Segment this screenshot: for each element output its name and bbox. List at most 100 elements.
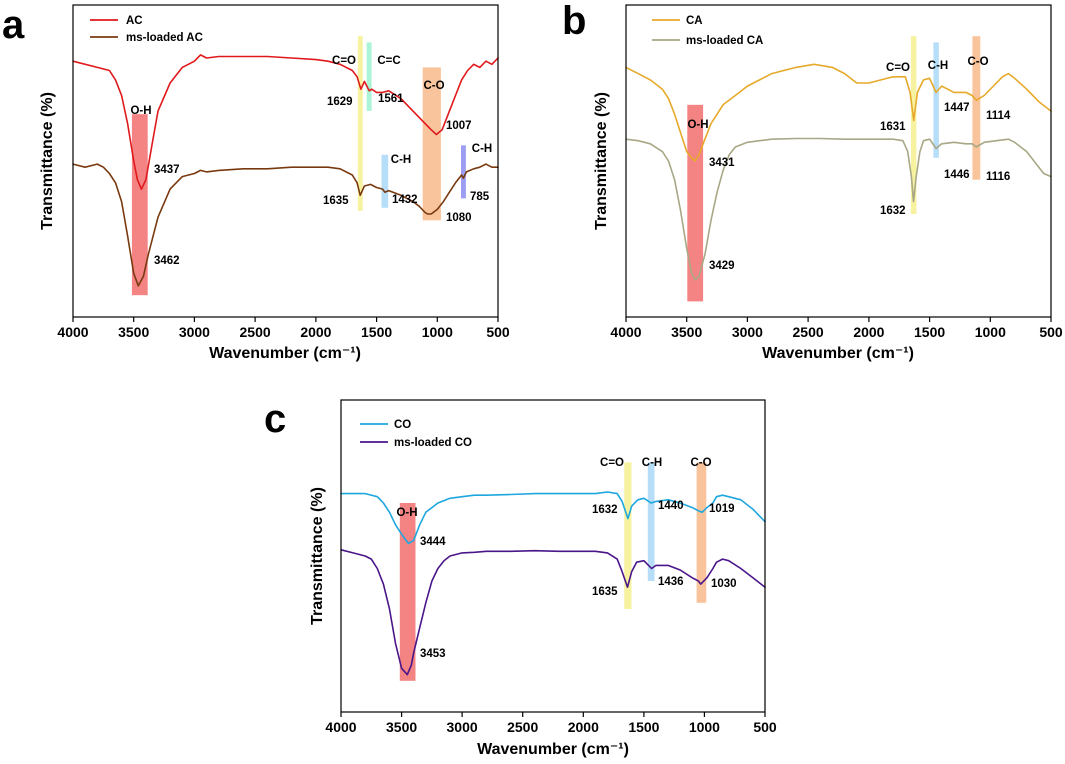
band-c-o: [624, 462, 632, 609]
peak-label-1116: 1116: [986, 171, 1010, 183]
panel-a-x-axis-title: Wavenumber (cm⁻¹): [209, 345, 361, 362]
x-tick-label: 1000: [422, 324, 453, 340]
panel-a: a 4000 3500 3000 2500 2000 1500 1000 500 Wavenu…: [2, 3, 510, 362]
series-line-ms-loaded-ca: [625, 137, 1052, 281]
band-label-co-carbonyl: C=O: [886, 62, 910, 74]
panel-letter-b: b: [562, 0, 586, 43]
series-line-co: [340, 491, 766, 545]
x-tick-label: 1500: [628, 719, 659, 735]
panel-b-frame: [625, 4, 1052, 318]
band-label-co-ether: C-O: [690, 457, 711, 469]
band-c-o: [422, 67, 441, 221]
x-tick-label: 3500: [671, 324, 702, 340]
panel-c-legend: CO ms-loaded CO: [360, 419, 472, 449]
legend-label-ms-loaded-ac: ms-loaded AC: [126, 32, 203, 44]
panel-c: c 4000 3500 3000 2500 2000 1500 1000 500 Wavenu…: [264, 397, 777, 758]
panel-c-bands: [399, 462, 707, 681]
panel-a-annotations: O-H C=O C=C C-O C-H C-H 3437 3462 1629 1…: [130, 55, 492, 267]
panel-b-x-axis-title: Wavenumber (cm⁻¹): [762, 345, 914, 362]
legend-label-ms-loaded-ca: ms-loaded CA: [686, 35, 763, 47]
panel-letter-a: a: [2, 3, 25, 47]
peak-label-3453: 3453: [420, 648, 446, 660]
band-c-h: [461, 145, 466, 199]
peak-label-1635: 1635: [323, 195, 349, 207]
peak-label-1561: 1561: [378, 93, 404, 105]
peak-label-1635: 1635: [592, 586, 618, 598]
band-c-o: [696, 462, 707, 603]
x-tick-label: 500: [753, 719, 777, 735]
band-label-co-carbonyl: C=O: [600, 457, 624, 469]
legend-label-ca: CA: [686, 15, 703, 27]
band-label-co-ether: C-O: [423, 80, 444, 92]
x-tick-label: 2000: [300, 324, 331, 340]
peak-label-1446: 1446: [944, 169, 970, 181]
peak-label-3431: 3431: [709, 157, 735, 169]
series-line-ca: [625, 63, 1052, 162]
x-tick-label: 1000: [975, 324, 1006, 340]
panel-a-x-ticks: 4000 3500 3000 2500 2000 1500 1000 500: [57, 317, 510, 340]
x-tick-label: 1500: [361, 324, 392, 340]
band-label-cc: C=C: [377, 55, 400, 67]
peak-label-1030: 1030: [711, 578, 737, 590]
peak-label-1007: 1007: [446, 120, 472, 132]
x-tick-label: 3000: [447, 719, 478, 735]
panel-b: b 4000 3500 3000 2500 2000 1500 1000 500 Wavenu…: [562, 0, 1063, 362]
panel-c-x-axis-title: Wavenumber (cm⁻¹): [477, 741, 629, 758]
band-c-o: [972, 36, 981, 180]
band-label-oh: O-H: [130, 105, 151, 117]
peak-label-1632: 1632: [592, 504, 618, 516]
series-line-ac: [72, 54, 499, 190]
peak-label-3444: 3444: [420, 536, 446, 548]
x-tick-label: 3500: [386, 719, 417, 735]
panel-letter-c: c: [264, 397, 286, 441]
x-tick-label: 3000: [732, 324, 763, 340]
peak-label-3429: 3429: [709, 260, 735, 272]
panel-a-frame: [72, 4, 499, 318]
peak-label-1432: 1432: [392, 194, 418, 206]
x-tick-label: 2500: [240, 324, 271, 340]
panel-c-frame: [340, 399, 766, 713]
band-label-ch: C-H: [642, 457, 662, 469]
band-label-ch: C-H: [928, 60, 948, 72]
panel-c-series: [340, 491, 766, 676]
panel-c-annotations: O-H C=O C-H C-O 3444 3453 1632 1440 1019…: [396, 457, 736, 660]
band-label-oh: O-H: [396, 507, 417, 519]
peak-label-1629: 1629: [327, 96, 353, 108]
panel-b-legend: CA ms-loaded CA: [652, 15, 763, 47]
legend-label-ac: AC: [126, 15, 143, 27]
peak-label-1019: 1019: [709, 503, 735, 515]
band-c-h: [381, 154, 389, 208]
panel-a-y-axis-title: Transmittance (%): [39, 92, 56, 230]
peak-label-1447: 1447: [944, 102, 970, 114]
x-tick-label: 1000: [689, 719, 720, 735]
peak-label-3462: 3462: [154, 255, 180, 267]
panel-a-series: [72, 54, 499, 287]
peak-label-3437: 3437: [154, 164, 180, 176]
x-tick-label: 2500: [793, 324, 824, 340]
band-c-o: [357, 36, 363, 211]
panel-c-y-axis-title: Transmittance (%): [309, 487, 326, 625]
peak-label-1440: 1440: [658, 500, 684, 512]
x-tick-label: 2500: [507, 719, 538, 735]
band-label-oh: O-H: [687, 119, 708, 131]
band-label-ch-2: C-H: [472, 143, 492, 155]
panel-a-legend: AC ms-loaded AC: [90, 15, 203, 44]
series-line-ms-loaded-co: [340, 549, 766, 676]
peak-label-1436: 1436: [658, 576, 684, 588]
band-o-h: [399, 503, 416, 681]
panel-c-x-ticks: 4000 3500 3000 2500 2000 1500 1000 500: [325, 712, 777, 735]
x-tick-label: 2000: [853, 324, 884, 340]
panel-b-x-ticks: 4000 3500 3000 2500 2000 1500 1000 500: [610, 317, 1063, 340]
peak-label-1631: 1631: [880, 121, 906, 133]
peak-label-785: 785: [470, 191, 490, 203]
x-tick-label: 3000: [179, 324, 210, 340]
band-label-co-ether: C-O: [967, 56, 988, 68]
panel-a-bands: [131, 36, 466, 296]
legend-label-ms-loaded-co: ms-loaded CO: [394, 437, 472, 449]
x-tick-label: 3500: [118, 324, 149, 340]
panel-b-series: [625, 63, 1052, 281]
peak-label-1114: 1114: [986, 110, 1011, 122]
peak-label-1632: 1632: [880, 205, 906, 217]
band-o-h: [131, 114, 148, 296]
